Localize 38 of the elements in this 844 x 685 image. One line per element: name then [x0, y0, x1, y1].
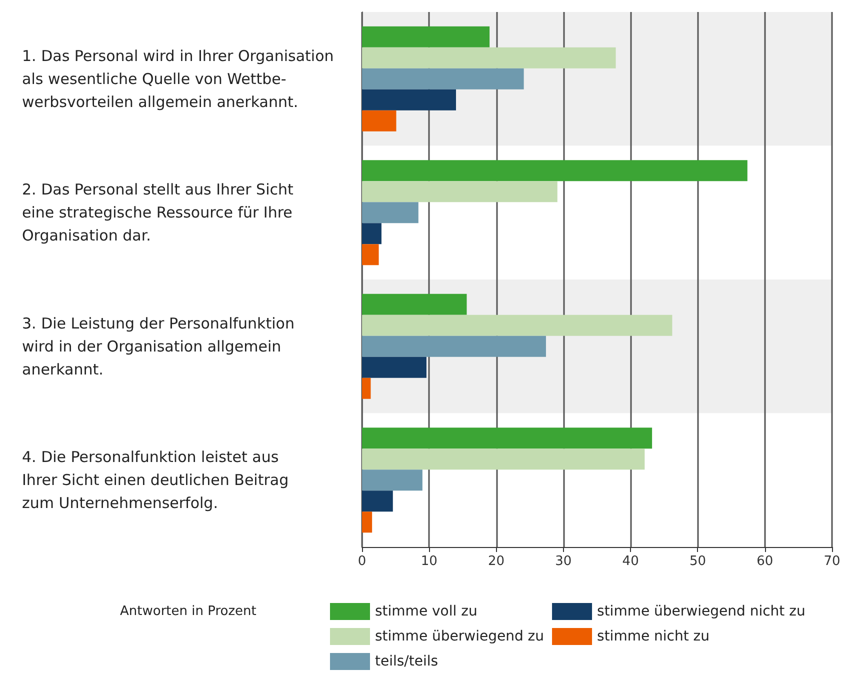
bar	[362, 294, 467, 315]
y-tick-label: 2. Das Personal stellt aus Ihrer Sicht eine strategische Ressource für Ihre Organisation dar.	[22, 180, 294, 245]
bar	[362, 202, 418, 224]
bar	[362, 336, 546, 357]
bar	[362, 89, 456, 110]
legend-label: stimme nicht zu	[597, 628, 710, 644]
x-tick-label: 10	[420, 554, 438, 569]
bar	[362, 314, 672, 336]
bar	[362, 470, 422, 491]
legend-label: stimme überwiegend zu	[375, 628, 544, 644]
x-tick-label: 70	[824, 554, 840, 569]
bar	[362, 448, 645, 470]
x-tick-label: 0	[358, 554, 366, 569]
legend-title: Antworten in Prozent	[120, 604, 256, 619]
x-tick-label: 60	[756, 554, 774, 569]
legend-label: stimme überwiegend nicht zu	[597, 604, 806, 620]
bar	[362, 47, 616, 68]
bar	[362, 223, 382, 244]
x-tick-label: 50	[689, 554, 706, 569]
bar	[362, 490, 393, 512]
bar	[362, 428, 652, 449]
bar	[362, 244, 379, 266]
bar	[362, 110, 396, 132]
bar	[362, 160, 748, 182]
bar	[362, 68, 524, 90]
legend-label: stimme voll zu	[375, 604, 478, 620]
bar	[362, 356, 426, 378]
bar	[362, 512, 372, 533]
x-tick-label: 40	[622, 554, 639, 569]
x-tick-label: 30	[555, 554, 572, 569]
y-tick-label: 1. Das Personal wird in Ihrer Organisation als wesentliche Quelle von Wettbe- werbsvorteilen allgemein anerkannt.	[22, 46, 334, 111]
y-tick-label: 3. Die Leistung der Personalfunktion wird in der Organisation allgemein anerkannt.	[22, 314, 294, 378]
legend-label: teils/teils	[375, 654, 438, 670]
bar	[362, 26, 490, 48]
x-tick-label: 20	[488, 554, 505, 569]
bar	[362, 378, 371, 399]
y-tick-label: 4. Die Personalfunktion leistet aus Ihrer Sicht einen deutlichen Beitrag zum Unternehmenserfolg.	[22, 448, 289, 512]
bar	[362, 181, 558, 202]
